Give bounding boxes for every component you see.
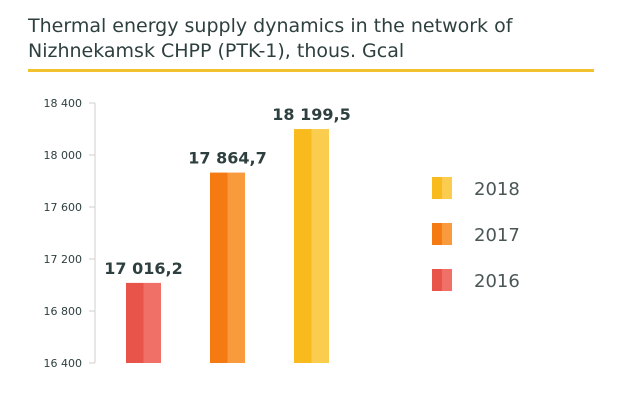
- legend-label-2017: 2017: [474, 225, 520, 246]
- legend-swatch-2016-left: [432, 269, 442, 291]
- bar-2018-right: [311, 129, 329, 363]
- y-axis-ticks: 16 400 16 800 17 200 17 600 18 000 18 400: [44, 97, 95, 370]
- legend-label-2018: 2018: [474, 179, 520, 200]
- y-tick-label: 17 600: [44, 201, 83, 214]
- y-tick-label: 16 400: [44, 357, 83, 370]
- y-tick-label: 18 000: [44, 149, 83, 162]
- bar-2016-right: [143, 282, 161, 363]
- bars: [126, 129, 329, 363]
- chart-title: Thermal energy supply dynamics in the ne…: [28, 15, 513, 62]
- y-tick-label: 18 400: [44, 97, 83, 110]
- legend-swatch-2017-right: [442, 223, 452, 245]
- legend-swatch-2016-right: [442, 269, 452, 291]
- title-underline: [28, 69, 594, 72]
- legend-label-2016: 2016: [474, 271, 520, 292]
- legend-swatch-2017-left: [432, 223, 442, 245]
- data-label-2018: 18 199,5: [272, 105, 350, 124]
- data-label-2017: 17 864,7: [188, 149, 266, 168]
- legend-swatch-2018-right: [442, 177, 452, 199]
- y-tick-label: 17 200: [44, 253, 83, 266]
- bar-2016-left: [126, 282, 144, 363]
- data-labels: 17 016,2 17 864,7 18 199,5: [104, 105, 350, 278]
- bar-2017-left: [210, 172, 228, 363]
- bar-2018-left: [294, 129, 312, 363]
- y-tick-label: 16 800: [44, 305, 83, 318]
- data-label-2016: 17 016,2: [104, 259, 182, 278]
- legend: 2018 2017 2016: [432, 177, 520, 292]
- legend-swatch-2018-left: [432, 177, 442, 199]
- bar-2017-right: [227, 172, 245, 363]
